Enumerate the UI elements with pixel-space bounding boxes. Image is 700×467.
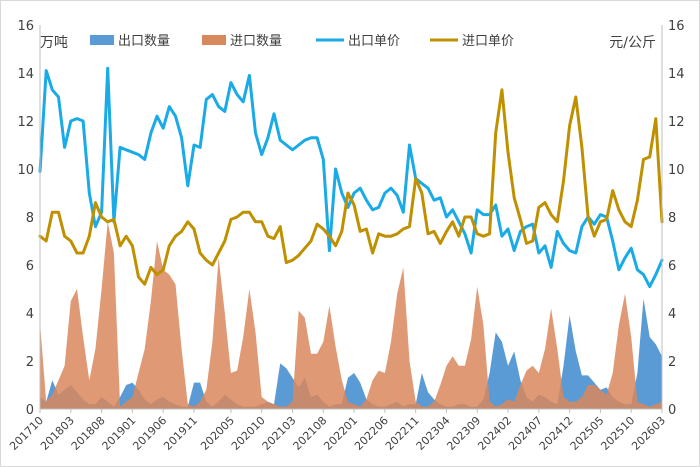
right-y-tick-label: 10 — [668, 163, 685, 178]
right-y-tick-label: 4 — [668, 307, 676, 322]
area-series-1 — [40, 221, 662, 409]
area-series-0 — [40, 298, 662, 409]
legend: 出口数量 进口数量 出口单价 进口单价 — [90, 34, 514, 49]
left-y-tick-label: 0 — [26, 403, 34, 418]
left-y-tick-label: 12 — [17, 115, 34, 130]
legend-label: 出口单价 — [348, 34, 400, 49]
right-y-tick-label: 6 — [668, 259, 676, 274]
right-axis-unit: 元/公斤 — [609, 35, 656, 51]
left-y-tick-label: 8 — [26, 211, 34, 226]
right-y-tick-label: 0 — [668, 403, 676, 418]
left-y-tick-label: 4 — [26, 307, 34, 322]
legend-label: 进口单价 — [462, 34, 514, 49]
line-layer — [38, 66, 664, 289]
left-y-tick-label: 10 — [17, 163, 34, 178]
right-y-tick-label: 12 — [668, 115, 685, 130]
area-layer — [40, 221, 662, 409]
legend-label: 进口数量 — [230, 34, 282, 49]
right-y-tick-label: 8 — [668, 211, 676, 226]
left-y-tick-label: 16 — [17, 19, 34, 34]
left-axis-unit: 万吨 — [40, 35, 68, 51]
right-y-tick-label: 2 — [668, 355, 676, 370]
legend-swatch — [202, 35, 226, 45]
left-y-tick-label: 14 — [17, 67, 34, 82]
left-y-tick-label: 6 — [26, 259, 34, 274]
line-series-3 — [38, 88, 664, 286]
right-y-tick-label: 16 — [668, 19, 685, 34]
legend-swatch — [90, 35, 114, 45]
legend-label: 出口数量 — [118, 34, 170, 49]
left-y-tick-label: 2 — [26, 355, 34, 370]
right-y-tick-label: 14 — [668, 67, 685, 82]
